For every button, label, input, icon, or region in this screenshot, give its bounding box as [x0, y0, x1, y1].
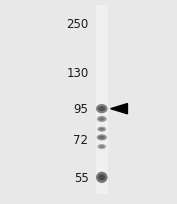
Ellipse shape: [99, 118, 105, 121]
Ellipse shape: [97, 116, 107, 122]
Text: 130: 130: [66, 67, 88, 80]
Bar: [96, 6, 108, 194]
Ellipse shape: [96, 172, 107, 183]
Ellipse shape: [99, 128, 104, 131]
Polygon shape: [111, 104, 127, 114]
Text: 95: 95: [74, 103, 88, 116]
Ellipse shape: [99, 136, 105, 139]
Ellipse shape: [97, 127, 106, 132]
Ellipse shape: [96, 104, 107, 114]
Ellipse shape: [98, 174, 105, 181]
Text: 250: 250: [66, 18, 88, 31]
Ellipse shape: [99, 145, 104, 148]
Ellipse shape: [97, 144, 106, 149]
Ellipse shape: [98, 107, 105, 112]
Ellipse shape: [97, 135, 107, 141]
Text: 55: 55: [74, 171, 88, 184]
Text: 72: 72: [73, 133, 88, 146]
